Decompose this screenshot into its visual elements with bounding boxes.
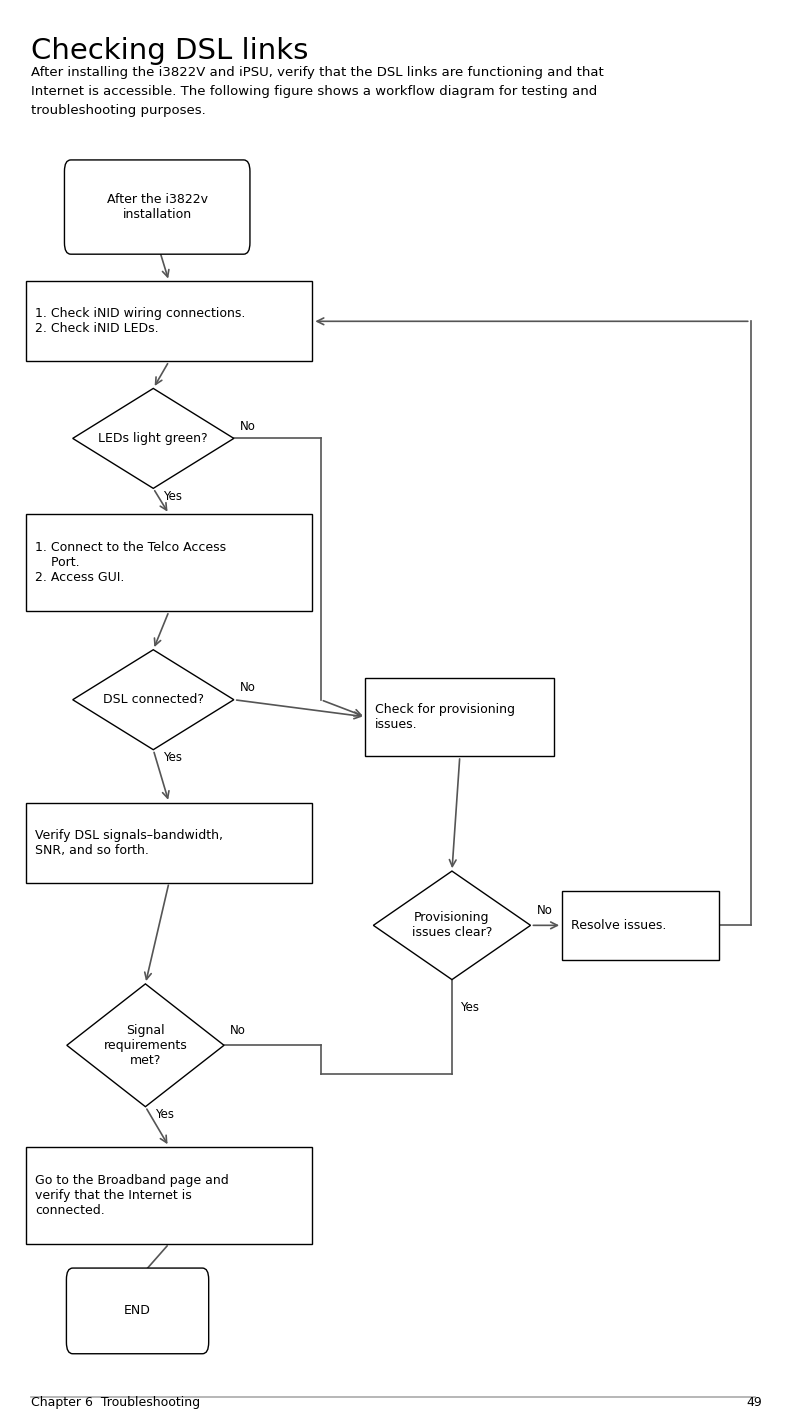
Polygon shape xyxy=(73,388,234,488)
Text: Yes: Yes xyxy=(163,751,182,764)
Text: Resolve issues.: Resolve issues. xyxy=(571,918,667,932)
Text: Go to the Broadband page and
verify that the Internet is
connected.: Go to the Broadband page and verify that… xyxy=(35,1174,229,1217)
FancyBboxPatch shape xyxy=(365,678,554,757)
Text: After the i3822v
installation: After the i3822v installation xyxy=(107,193,208,221)
Text: No: No xyxy=(241,420,256,433)
Text: After installing the i3822V and iPSU, verify that the DSL links are functioning : After installing the i3822V and iPSU, ve… xyxy=(31,66,604,117)
Text: Yes: Yes xyxy=(155,1108,174,1121)
Polygon shape xyxy=(67,984,224,1107)
Text: DSL connected?: DSL connected? xyxy=(103,693,204,707)
Text: Provisioning
issues clear?: Provisioning issues clear? xyxy=(412,911,492,940)
Text: LEDs light green?: LEDs light green? xyxy=(98,431,208,446)
Text: Yes: Yes xyxy=(460,1001,479,1014)
Text: END: END xyxy=(124,1304,151,1318)
Text: Signal
requirements
met?: Signal requirements met? xyxy=(104,1024,187,1067)
Text: 1. Check iNID wiring connections.
2. Check iNID LEDs.: 1. Check iNID wiring connections. 2. Che… xyxy=(35,307,245,336)
Polygon shape xyxy=(73,650,234,750)
Text: Chapter 6  Troubleshooting: Chapter 6 Troubleshooting xyxy=(31,1397,200,1409)
Text: No: No xyxy=(537,904,553,917)
FancyBboxPatch shape xyxy=(562,891,719,960)
FancyBboxPatch shape xyxy=(64,160,250,254)
Text: No: No xyxy=(230,1024,246,1037)
FancyBboxPatch shape xyxy=(26,281,312,361)
FancyBboxPatch shape xyxy=(26,803,312,883)
Text: Yes: Yes xyxy=(163,490,182,503)
FancyBboxPatch shape xyxy=(26,1147,312,1244)
Text: Checking DSL links: Checking DSL links xyxy=(31,37,309,66)
Text: No: No xyxy=(241,681,256,694)
Text: Verify DSL signals–bandwidth,
SNR, and so forth.: Verify DSL signals–bandwidth, SNR, and s… xyxy=(35,828,223,857)
Text: 49: 49 xyxy=(747,1397,762,1409)
FancyBboxPatch shape xyxy=(26,514,312,611)
Polygon shape xyxy=(373,871,531,980)
FancyBboxPatch shape xyxy=(66,1268,208,1354)
Text: 1. Connect to the Telco Access
    Port.
2. Access GUI.: 1. Connect to the Telco Access Port. 2. … xyxy=(35,541,226,584)
Text: Check for provisioning
issues.: Check for provisioning issues. xyxy=(375,703,515,731)
